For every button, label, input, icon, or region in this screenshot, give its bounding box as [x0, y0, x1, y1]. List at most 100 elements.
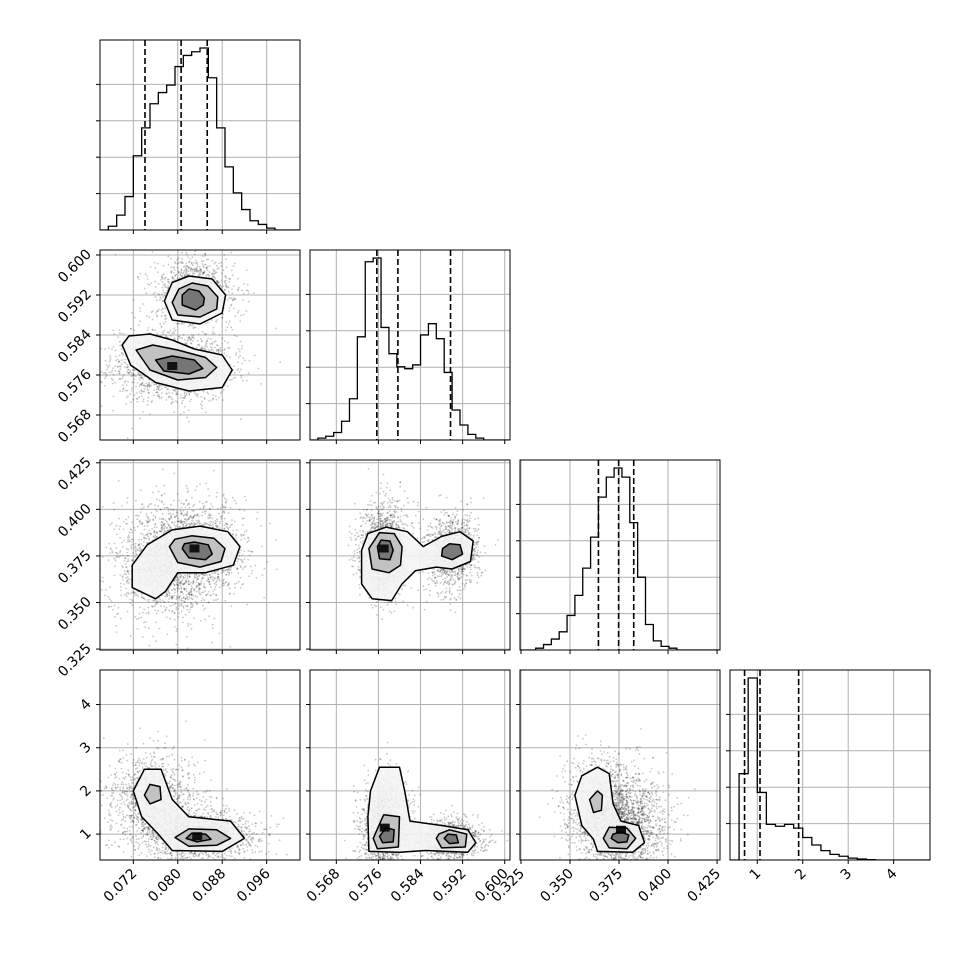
sample-point	[188, 584, 190, 586]
sample-point	[181, 402, 183, 404]
sample-point	[217, 282, 219, 284]
sample-point	[202, 348, 204, 350]
sample-point	[112, 367, 114, 369]
sample-point	[180, 395, 182, 397]
sample-point	[117, 366, 119, 368]
sample-point	[128, 372, 130, 374]
sample-point	[161, 293, 163, 295]
sample-point	[210, 400, 212, 402]
sample-point	[131, 381, 133, 383]
sample-point	[214, 586, 216, 588]
sample-point	[208, 615, 210, 617]
sample-point	[242, 554, 244, 556]
sample-point	[202, 575, 204, 577]
sample-point	[241, 348, 243, 350]
sample-point	[171, 270, 173, 272]
sample-point	[241, 584, 243, 586]
sample-point	[213, 580, 215, 582]
sample-point	[248, 372, 250, 374]
sample-point	[154, 505, 156, 507]
sample-point	[184, 577, 186, 579]
sample-point	[124, 573, 126, 575]
sample-point	[176, 512, 178, 514]
sample-point	[132, 375, 134, 377]
y-tick-label: 0.568	[55, 407, 95, 447]
sample-point	[195, 581, 197, 583]
panel-border	[520, 460, 720, 650]
sample-point	[178, 257, 180, 259]
sample-point	[214, 347, 216, 349]
sample-point	[205, 411, 207, 413]
sample-point	[263, 597, 265, 599]
sample-point	[208, 581, 210, 583]
sample-point	[236, 352, 238, 354]
sample-point	[112, 330, 114, 332]
sample-point	[212, 522, 214, 524]
sample-point	[123, 583, 125, 585]
sample-point	[198, 344, 200, 346]
sample-point	[168, 508, 170, 510]
sample-point	[165, 519, 167, 521]
sample-point	[176, 510, 178, 512]
sample-point	[216, 271, 218, 273]
sample-point	[170, 335, 172, 337]
sample-point	[175, 274, 177, 276]
sample-point	[238, 310, 240, 312]
sample-point	[186, 271, 188, 273]
sample-point	[233, 593, 235, 595]
sample-point	[252, 570, 254, 572]
sample-point	[203, 583, 205, 585]
sample-point	[157, 263, 159, 265]
sample-point	[188, 270, 190, 272]
sample-point	[223, 510, 225, 512]
sample-point	[90, 571, 92, 573]
sample-point	[228, 291, 230, 293]
sample-point	[202, 598, 204, 600]
sample-point	[191, 628, 193, 630]
sample-point	[205, 275, 207, 277]
sample-point	[122, 354, 124, 356]
sample-point	[179, 337, 181, 339]
sample-point	[210, 346, 212, 348]
sample-point	[197, 340, 199, 342]
sample-point	[211, 319, 213, 321]
sample-point	[157, 392, 159, 394]
sample-point	[165, 277, 167, 279]
sample-point	[160, 605, 162, 607]
sample-point	[180, 502, 182, 504]
sample-point	[223, 254, 225, 256]
sample-point	[154, 609, 156, 611]
sample-point	[147, 278, 149, 280]
sample-point	[152, 251, 154, 253]
sample-point	[104, 385, 106, 387]
sample-point	[185, 252, 187, 254]
sample-point	[194, 514, 196, 516]
sample-point	[194, 268, 196, 270]
histogram-step-line	[310, 258, 510, 440]
sample-point	[119, 390, 121, 392]
sample-point	[215, 261, 217, 263]
sample-point	[184, 342, 186, 344]
sample-point	[165, 317, 167, 319]
sample-point	[205, 264, 207, 266]
sample-point	[228, 281, 230, 283]
sample-point	[211, 342, 213, 344]
sample-point	[198, 270, 200, 272]
sample-point	[244, 360, 246, 362]
sample-point	[218, 397, 220, 399]
sample-point	[234, 500, 236, 502]
sample-point	[182, 622, 184, 624]
sample-point	[235, 299, 237, 301]
sample-point	[186, 590, 188, 592]
sample-point	[232, 530, 234, 532]
sample-point	[213, 276, 215, 278]
histogram-step-line	[100, 48, 300, 230]
sample-point	[137, 276, 139, 278]
sample-point	[235, 537, 237, 539]
sample-point	[151, 282, 153, 284]
sample-point	[212, 269, 214, 271]
sample-point	[173, 333, 175, 335]
sample-point	[118, 528, 120, 530]
sample-point	[162, 300, 164, 302]
